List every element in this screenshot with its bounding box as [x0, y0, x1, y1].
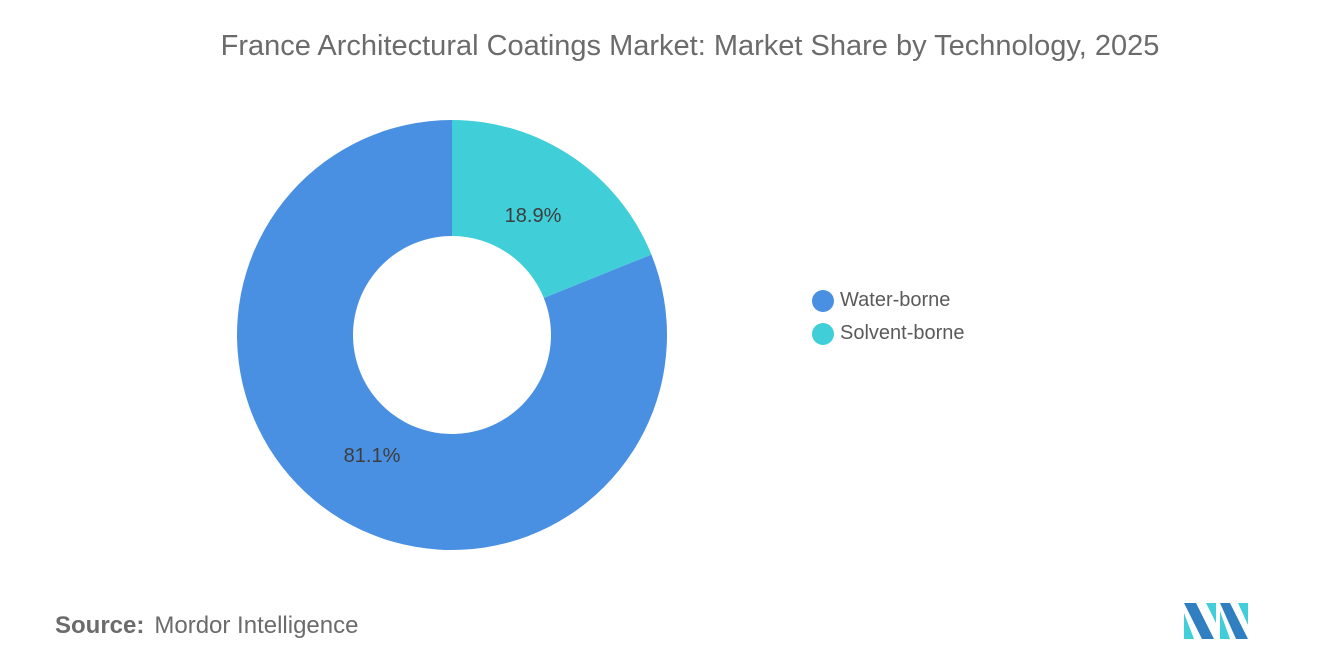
data-label-water-borne: 81.1% [344, 445, 401, 467]
slice-solvent-borne [452, 120, 652, 298]
legend-label: Solvent-borne [840, 322, 965, 344]
slice-water-borne [236, 120, 668, 550]
legend-swatch [812, 322, 834, 345]
legend-item-water-borne: Water-borne [812, 284, 965, 317]
legend: Water-borne Solvent-borne [812, 284, 965, 350]
data-label-solvent-borne: 18.9% [505, 205, 562, 227]
legend-swatch [812, 289, 834, 312]
source-note: Source: Mordor Intelligence [55, 612, 358, 640]
source-label: Source: [55, 612, 145, 639]
mordor-intelligence-logo [1184, 603, 1248, 639]
source-value: Mordor Intelligence [154, 612, 359, 639]
legend-label: Water-borne [840, 289, 951, 311]
chart-title: France Architectural Coatings Market: Ma… [220, 30, 1160, 62]
legend-item-solvent-borne: Solvent-borne [812, 317, 965, 350]
